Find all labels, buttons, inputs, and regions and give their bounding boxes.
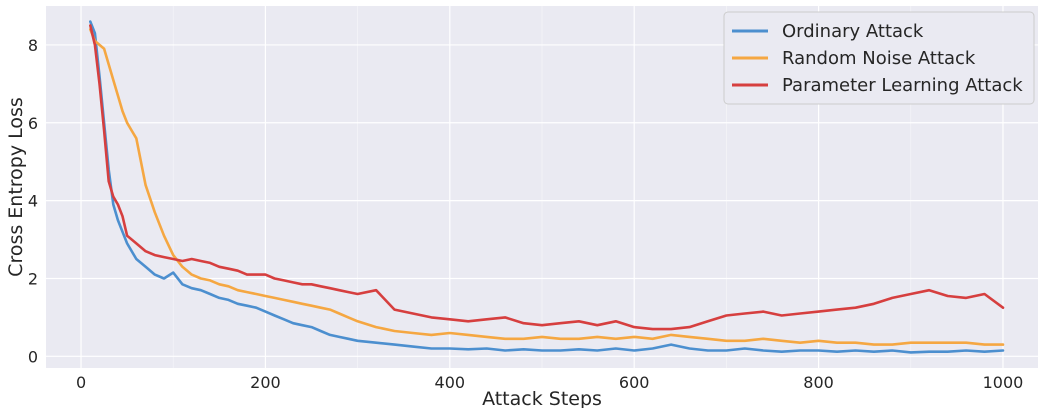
x-tick-label: 1000 [983, 373, 1024, 392]
x-tick-label: 400 [435, 373, 466, 392]
x-tick-label: 800 [803, 373, 834, 392]
legend-label: Ordinary Attack [782, 21, 924, 42]
legend-box [723, 11, 1035, 105]
x-tick-label: 600 [619, 373, 650, 392]
legend-label: Random Noise Attack [782, 48, 976, 69]
y-tick-label: 8 [28, 36, 38, 55]
y-tick-labels: 0 2 4 6 8 [28, 36, 38, 366]
x-axis-label: Attack Steps [482, 388, 602, 408]
y-tick-label: 2 [28, 269, 38, 288]
series-line [89, 20, 1005, 354]
y-tick-label: 6 [28, 114, 38, 133]
y-axis-label: Cross Entropy Loss [5, 97, 27, 277]
series-lines [89, 20, 1005, 354]
x-tick-label: 0 [76, 373, 86, 392]
y-tick-label: 0 [28, 347, 38, 366]
x-tick-labels: 0 200 400 600 800 1000 [76, 373, 1023, 392]
y-tick-label: 4 [28, 192, 38, 211]
legend-label: Parameter Learning Attack [782, 75, 1023, 96]
series-line [89, 28, 1005, 346]
grid-lines [46, 6, 1038, 368]
legend: Ordinary Attack Random Noise Attack Parame… [723, 11, 1035, 105]
x-tick-label: 200 [250, 373, 281, 392]
series-line [89, 24, 1005, 331]
